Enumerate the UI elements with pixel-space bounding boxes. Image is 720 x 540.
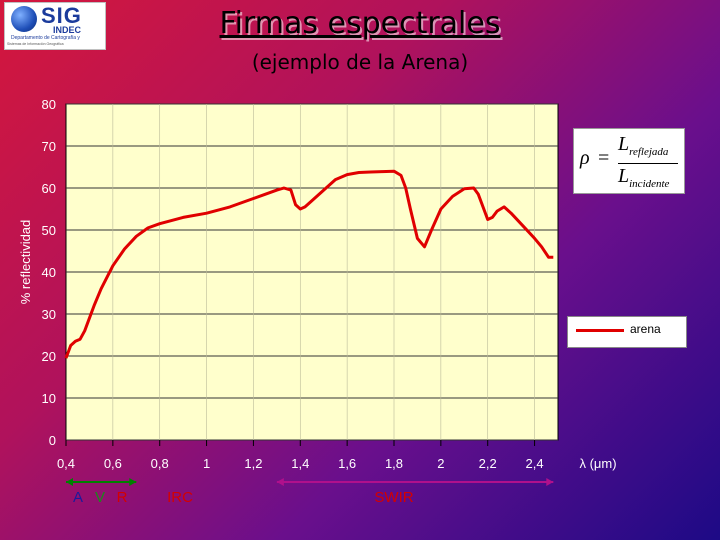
globe-icon: [11, 6, 37, 32]
y-tick-label: 30: [42, 307, 56, 322]
sig-indec-logo: SIG INDEC Departamento de Cartografía y …: [4, 2, 106, 50]
y-tick-label: 80: [42, 97, 56, 112]
formula-equals: =: [598, 147, 610, 169]
y-tick-label: 0: [49, 433, 56, 448]
series-line-arena: [64, 169, 554, 359]
formula-fraction-bar: [618, 163, 678, 164]
x-tick-label: 2: [437, 456, 444, 471]
swir-arrow-head-left: [276, 478, 284, 486]
visible-arrow-head-right: [129, 478, 137, 486]
legend-label: arena: [630, 322, 661, 336]
formula-rho: ρ: [580, 147, 590, 169]
logo-tagline-text: Sistemas de Información Geográfica: [7, 42, 64, 46]
y-axis-label: % reflectividad: [18, 220, 33, 305]
x-tick-label: 2,4: [526, 456, 544, 471]
legend-swatch: [576, 329, 624, 332]
y-tick-label: 60: [42, 181, 56, 196]
page-title: Firmas espectrales: [219, 6, 501, 41]
x-tick-label: 0,8: [151, 456, 169, 471]
y-tick-label: 10: [42, 391, 56, 406]
x-tick-label: 1: [203, 456, 210, 471]
band-label-r: R: [117, 489, 128, 506]
x-tick-label: 1,6: [338, 456, 356, 471]
x-tick-label: 2,2: [479, 456, 497, 471]
band-label-irc: IRC: [167, 489, 193, 506]
y-tick-label: 20: [42, 349, 56, 364]
reflectance-formula: ρ = Lreflejada Lincidente: [573, 128, 685, 194]
x-axis-label: λ (μm): [579, 456, 616, 471]
swir-arrow-head-right: [546, 478, 554, 486]
y-tick-label: 70: [42, 139, 56, 154]
page-subtitle: (ejemplo de la Arena): [251, 50, 469, 74]
formula-numerator: Lreflejada: [618, 133, 669, 158]
formula-denominator: Lincidente: [618, 165, 670, 190]
band-label-a: A: [73, 489, 83, 506]
y-tick-label: 50: [42, 223, 56, 238]
visible-arrow-head-left: [66, 478, 73, 486]
x-tick-label: 1,4: [291, 456, 309, 471]
band-label-v: V: [95, 489, 105, 506]
x-tick-label: 1,2: [244, 456, 262, 471]
logo-indec-text: INDEC: [53, 25, 82, 35]
y-tick-label: 40: [42, 265, 56, 280]
x-tick-label: 0,4: [57, 456, 75, 471]
logo-sig-text: SIG: [41, 3, 82, 28]
chart-legend: arena: [567, 316, 687, 348]
x-tick-label: 1,8: [385, 456, 403, 471]
logo-department-text: Departamento de Cartografía y: [11, 35, 80, 41]
band-label-swir: SWIR: [374, 489, 413, 506]
x-tick-label: 0,6: [104, 456, 122, 471]
